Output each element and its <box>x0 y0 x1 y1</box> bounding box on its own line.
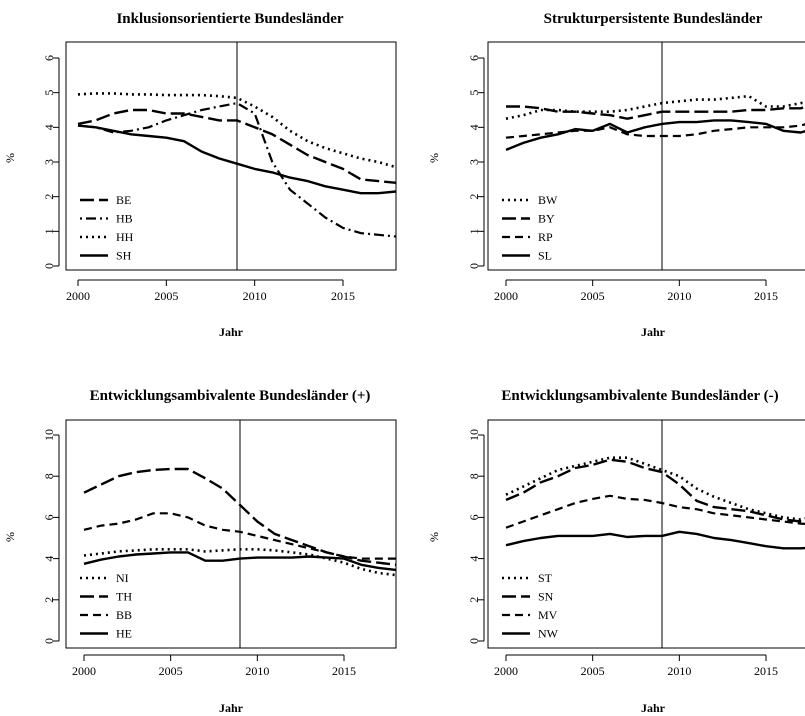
y-tick-label: 4 <box>42 124 56 130</box>
series-line-BY <box>506 105 805 120</box>
x-tick-label: 2010 <box>667 664 691 678</box>
x-tick-label: 2010 <box>243 289 267 303</box>
series-line-TH <box>83 467 397 566</box>
legend-label-SN: SN <box>538 590 554 604</box>
x-tick-label: 2010 <box>245 664 269 678</box>
x-tick-label: 2000 <box>494 289 518 303</box>
panel-2: Strukturpersistente Bundesländer % Jahr <box>427 11 805 339</box>
y-tick-label: 0 <box>467 263 481 269</box>
legend-label-HB: HB <box>116 212 133 226</box>
legend-label-NW: NW <box>538 627 559 641</box>
y-tick-label: 4 <box>467 124 481 130</box>
panel-2-title: Strukturpersistente Bundesländer <box>544 11 763 27</box>
legend-label-SL: SL <box>538 249 552 263</box>
y-tick-label: 5 <box>467 90 481 96</box>
y-tick-label: 0 <box>42 263 56 269</box>
panel-4-marks: 2000 2005 2010 2015 0 2 4 6 8 10 ST SN MV NW <box>467 420 805 678</box>
y-tick-label: 2 <box>467 597 481 603</box>
series-line-SN <box>505 458 805 524</box>
y-tick-label: 6 <box>42 55 56 61</box>
panel-3: Entwicklungsambivalente Bundesländer (+)… <box>3 388 397 715</box>
series-line-SH <box>77 124 397 195</box>
x-tick-label: 2000 <box>66 289 90 303</box>
series-line-HB <box>77 101 397 238</box>
y-tick-label: 2 <box>467 194 481 200</box>
legend-label-NI: NI <box>116 571 129 585</box>
series-line-RP <box>505 123 805 139</box>
y-tick-label: 3 <box>467 159 481 165</box>
panel-2-ylabel: % <box>427 153 441 163</box>
y-tick-label: 2 <box>42 194 56 200</box>
panel-1: Inklusionsorientierte Bundesländer % Jah… <box>3 11 397 339</box>
panel-4-plot-box <box>487 419 805 649</box>
legend-label-MV: MV <box>538 608 558 622</box>
panel-3-plot-box <box>65 419 397 649</box>
legend-label-HH: HH <box>116 230 134 244</box>
x-tick-label: 2010 <box>667 289 691 303</box>
y-tick-label: 0 <box>42 638 56 644</box>
y-tick-label: 6 <box>42 514 56 520</box>
legend-label-SH: SH <box>116 249 132 263</box>
series-line-BW <box>505 94 805 120</box>
y-tick-label: 6 <box>467 55 481 61</box>
panel-2-xlabel: Jahr <box>641 325 666 339</box>
legend-label-BE: BE <box>116 193 131 207</box>
y-tick-label: 4 <box>42 556 56 562</box>
y-tick-label: 8 <box>42 473 56 479</box>
panel-3-marks: 2000 2005 2010 2015 0 2 4 6 8 10 NI TH BB HE <box>42 420 397 678</box>
y-tick-label: 1 <box>467 228 481 234</box>
y-tick-label: 2 <box>42 597 56 603</box>
legend-label-HE: HE <box>116 627 132 641</box>
legend-label-BB: BB <box>116 608 132 622</box>
x-tick-label: 2015 <box>754 664 778 678</box>
panel-3-xlabel: Jahr <box>219 701 244 715</box>
y-tick-label: 3 <box>42 159 56 165</box>
x-tick-label: 2015 <box>331 289 355 303</box>
legend-label-BY: BY <box>538 212 555 226</box>
y-tick-label: 10 <box>467 429 481 441</box>
x-tick-label: 2015 <box>332 664 356 678</box>
panel-1-marks: 2000 2005 2010 2015 0 1 2 3 4 5 6 BE HB HH SH <box>42 42 397 303</box>
series-line-HE <box>83 551 397 572</box>
panel-4-title: Entwicklungsambivalente Bundesländer (-) <box>501 388 778 404</box>
y-tick-label: 1 <box>42 228 56 234</box>
panel-4-ylabel: % <box>427 532 441 542</box>
y-tick-label: 10 <box>42 429 56 441</box>
panel-2-plot-box <box>487 41 805 271</box>
panel-4: Entwicklungsambivalente Bundesländer (-)… <box>427 388 805 715</box>
panel-1-title: Inklusionsorientierte Bundesländer <box>116 11 343 27</box>
y-tick-label: 4 <box>467 556 481 562</box>
series-line-MV <box>505 494 805 529</box>
legend-label-BW: BW <box>538 193 558 207</box>
x-tick-label: 2005 <box>159 664 183 678</box>
y-tick-label: 6 <box>467 514 481 520</box>
panel-1-plot-box <box>65 41 397 271</box>
panel-3-ylabel: % <box>3 532 17 542</box>
series-line-NI <box>83 547 397 577</box>
x-tick-label: 2005 <box>581 289 605 303</box>
x-tick-label: 2015 <box>754 289 778 303</box>
panel-3-title: Entwicklungsambivalente Bundesländer (+) <box>90 388 371 404</box>
x-tick-label: 2000 <box>72 664 96 678</box>
series-line-BB <box>83 512 396 560</box>
series-line-BE <box>77 108 397 184</box>
series-line-NW <box>505 530 805 550</box>
panel-1-ylabel: % <box>3 153 17 163</box>
panel-1-xlabel: Jahr <box>219 325 244 339</box>
y-tick-label: 8 <box>467 473 481 479</box>
legend-label-RP: RP <box>538 230 553 244</box>
series-line-ST <box>505 456 805 521</box>
legend-label-TH: TH <box>116 590 132 604</box>
panel-2-marks: 2000 2005 2010 2015 0 1 2 3 4 5 6 BW BY RP SL <box>467 42 805 303</box>
x-tick-label: 2005 <box>581 664 605 678</box>
legend-label-ST: ST <box>538 571 553 585</box>
panel-4-xlabel: Jahr <box>641 701 666 715</box>
x-tick-label: 2000 <box>494 664 518 678</box>
series-line-SL <box>505 119 805 152</box>
y-tick-label: 5 <box>42 90 56 96</box>
y-tick-label: 0 <box>467 638 481 644</box>
x-tick-label: 2005 <box>154 289 178 303</box>
